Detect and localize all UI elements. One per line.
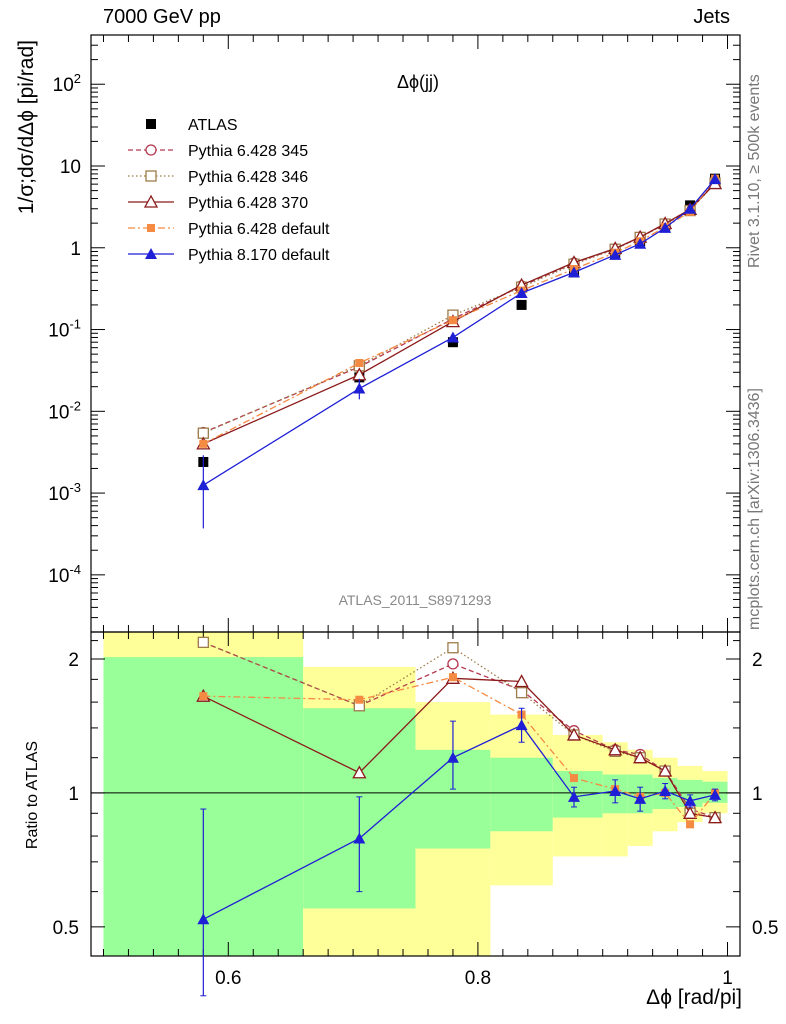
legend-marker bbox=[147, 224, 155, 232]
ratio-data-point bbox=[609, 785, 622, 797]
ratio-data-point bbox=[197, 913, 210, 925]
data-point bbox=[568, 266, 581, 278]
mcplots-label: mcplots.cern.ch [arXiv:1306.3436] bbox=[746, 388, 763, 630]
ratio-data-point bbox=[659, 785, 672, 797]
ratio-data-point bbox=[682, 805, 698, 819]
uncertainty-band-green bbox=[490, 757, 553, 832]
y-tick-label: 10-2 bbox=[48, 398, 81, 423]
ratio-data-point bbox=[684, 794, 697, 806]
data-point bbox=[199, 439, 208, 448]
y-tick-label: 10-1 bbox=[48, 317, 81, 342]
legend-marker bbox=[145, 144, 157, 156]
series-line-3 bbox=[203, 183, 716, 445]
legend-marker bbox=[146, 119, 156, 129]
legend-marker bbox=[145, 170, 157, 182]
ratio-data-point bbox=[446, 751, 459, 763]
ratio-data-point bbox=[197, 636, 209, 649]
ratio-data-point bbox=[686, 820, 695, 829]
ratio-data-point bbox=[447, 642, 459, 654]
legend-label: Pythia 8.170 default bbox=[188, 247, 330, 264]
ratio-data-point bbox=[707, 810, 723, 824]
analysis-label: ATLAS_2011_S8971293 bbox=[339, 592, 492, 608]
ratio-y-tick-label-right: 1 bbox=[752, 784, 763, 805]
ratio-data-point bbox=[566, 727, 582, 741]
y-tick-label: 102 bbox=[53, 71, 81, 96]
series-line-4 bbox=[203, 178, 716, 445]
y-tick-label: 10 bbox=[60, 157, 81, 178]
series-line-1 bbox=[203, 181, 716, 434]
ratio-data-point bbox=[633, 750, 648, 764]
data-point bbox=[609, 248, 622, 260]
data-point bbox=[355, 358, 364, 367]
ratio-data-point bbox=[608, 742, 623, 756]
y-tick-label: 10-3 bbox=[48, 480, 81, 505]
y-tick-label: 1 bbox=[70, 239, 81, 260]
ratio-y-tick-label-right: 2 bbox=[752, 650, 763, 671]
ratio-line-0 bbox=[203, 641, 716, 819]
legend-label: Pythia 6.428 default bbox=[188, 221, 330, 238]
ratio-data-point bbox=[353, 832, 366, 844]
y-tick-label: 10-4 bbox=[48, 562, 81, 587]
ratio-data-point bbox=[199, 692, 208, 701]
data-point bbox=[659, 221, 672, 233]
data-point bbox=[353, 382, 366, 394]
data-point bbox=[446, 331, 459, 343]
ratio-y-tick-label-right: 0.5 bbox=[752, 918, 778, 939]
ratio-data-point bbox=[514, 674, 529, 688]
legend-label: Pythia 6.428 345 bbox=[188, 143, 308, 160]
ratio-data-point bbox=[634, 792, 647, 804]
rivet-version-label: Rivet 3.1.10, ≥ 500k events bbox=[746, 74, 763, 268]
series-line-5 bbox=[202, 178, 716, 486]
ratio-line-2 bbox=[203, 677, 716, 819]
ratio-data-point bbox=[568, 790, 581, 802]
collision-label: 7000 GeV pp bbox=[103, 6, 221, 28]
legend-marker bbox=[145, 248, 157, 259]
ratio-y-tick-label: 2 bbox=[68, 650, 79, 671]
plot-title: Δϕ(jj) bbox=[397, 72, 439, 92]
y-axis-title: 1/σ;dσ/dΔϕ [pi/rad] bbox=[15, 40, 38, 214]
data-point bbox=[516, 299, 527, 310]
ratio-y-tick-label: 1 bbox=[68, 784, 79, 805]
x-tick-label: 1 bbox=[722, 968, 733, 989]
ratio-line-4 bbox=[203, 724, 716, 920]
data-point bbox=[684, 202, 697, 214]
ratio-data-point bbox=[447, 658, 459, 670]
ratio-line-3 bbox=[203, 676, 716, 826]
ratio-data-point bbox=[709, 788, 722, 800]
legend-label: Pythia 6.428 346 bbox=[188, 169, 308, 186]
ratio-y-tick-label: 0.5 bbox=[53, 918, 79, 939]
legend-label: ATLAS bbox=[188, 117, 238, 134]
ratio-data-point bbox=[352, 765, 367, 779]
legend-label: Pythia 6.428 370 bbox=[188, 195, 308, 212]
data-point bbox=[448, 316, 457, 325]
data-point bbox=[709, 173, 722, 185]
x-axis-title: Δϕ [rad/pi] bbox=[646, 986, 742, 1009]
x-tick-label: 0.6 bbox=[215, 968, 241, 989]
ratio-panel-frame bbox=[90, 631, 741, 957]
process-label: Jets bbox=[693, 6, 730, 28]
ratio-y-axis-title: Ratio to ATLAS bbox=[24, 741, 41, 849]
ratio-data-point bbox=[355, 695, 364, 704]
data-point bbox=[515, 286, 528, 298]
ratio-data-point bbox=[658, 763, 673, 777]
data-point bbox=[634, 237, 647, 249]
ratio-data-point bbox=[515, 719, 528, 731]
ratio-data-point bbox=[515, 687, 528, 699]
data-point bbox=[197, 479, 210, 491]
ratio-data-point bbox=[570, 774, 579, 783]
legend-marker bbox=[143, 194, 159, 208]
ratio-data-point bbox=[448, 673, 457, 682]
x-tick-label: 0.8 bbox=[465, 968, 491, 989]
